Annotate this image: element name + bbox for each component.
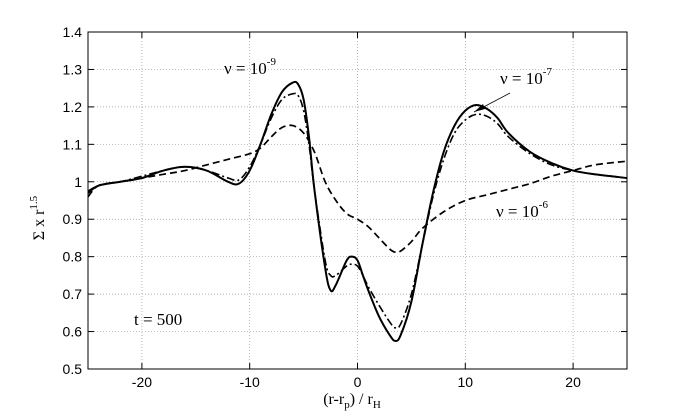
annotation-nu-1e-9: ν = 10-9 xyxy=(224,56,276,78)
grid xyxy=(88,31,627,370)
y-tick-label: 1.1 xyxy=(63,136,83,152)
y-tick-label: 0.6 xyxy=(63,324,83,340)
y-tick-label: 1.4 xyxy=(63,24,83,40)
y-tick-label: 1 xyxy=(74,174,82,190)
y-tick-label: 0.9 xyxy=(63,211,83,227)
ticks xyxy=(88,31,627,370)
y-tick-label: 0.7 xyxy=(63,286,83,302)
x-axis-label: (r-rp) / rH xyxy=(323,391,381,411)
series-line-1 xyxy=(87,92,628,330)
series-line-2 xyxy=(87,124,628,254)
y-tick-label: 0.8 xyxy=(63,249,83,265)
x-tick-label: 0 xyxy=(354,374,362,390)
y-tick-label: 1.2 xyxy=(63,99,83,115)
x-tick-label: -20 xyxy=(132,374,152,390)
y-tick-label: 0.5 xyxy=(63,361,83,377)
x-tick-label: 20 xyxy=(565,374,581,390)
x-tick-label: 10 xyxy=(458,374,474,390)
y-axis-label: Σ x r1.5 xyxy=(28,195,48,240)
x-tick-label: -10 xyxy=(240,374,260,390)
annotation-time: t = 500 xyxy=(134,310,182,329)
annotation-arrowhead xyxy=(474,104,485,112)
annotation-nu-1e-6: ν = 10-6 xyxy=(496,199,548,221)
y-tick-label: 1.3 xyxy=(63,61,83,77)
annotation-nu-1e-7: ν = 10-7 xyxy=(500,66,552,88)
tick-labels: -20 -10 0 10 20 0.5 0.6 0.7 0.8 0.9 1 1.1 1.2 1.3 1.4 xyxy=(63,24,582,390)
